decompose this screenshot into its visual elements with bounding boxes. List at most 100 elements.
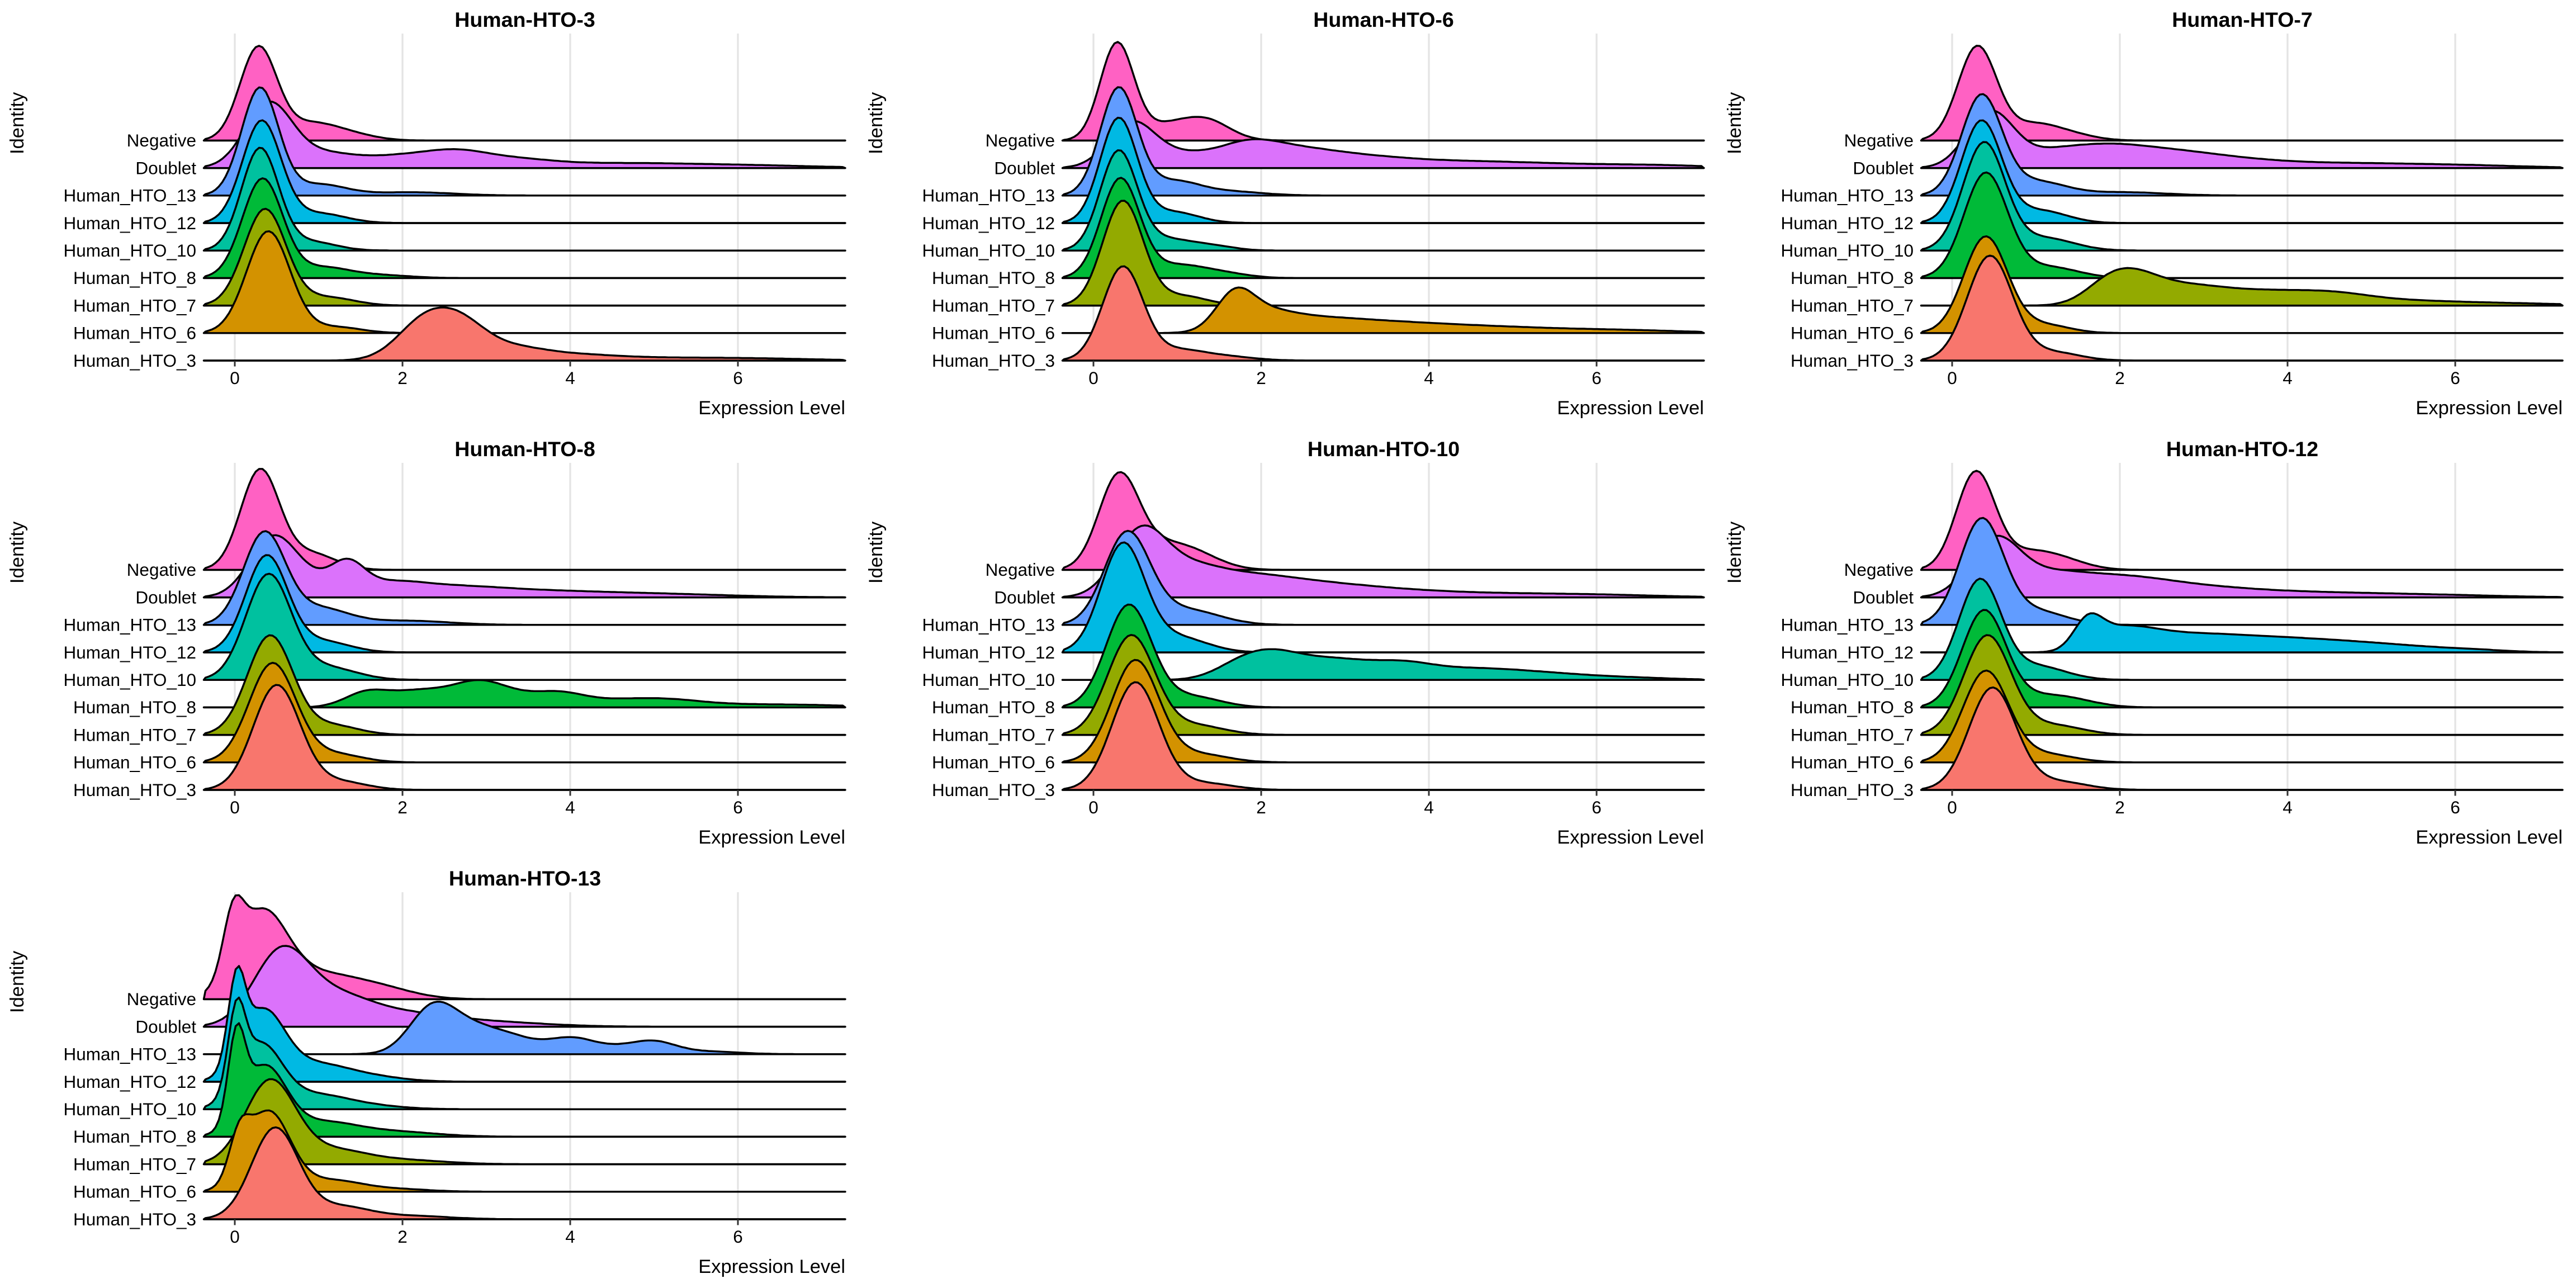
y-axis-title: Identity — [7, 92, 28, 154]
y-category-label: Human_HTO_6 — [1791, 323, 1914, 343]
y-category-label: Doublet — [135, 587, 196, 607]
ridge-curve-doublet — [1061, 120, 1705, 169]
panel-title: Human-HTO-10 — [1308, 437, 1460, 461]
x-tick-label: 2 — [2115, 797, 2125, 817]
y-category-label: Human_HTO_12 — [1781, 213, 1914, 233]
panel-title: Human-HTO-7 — [2172, 8, 2312, 31]
panel-human-hto-3: Negative Doublet Human_HTO_13 Human_HTO_12 H… — [0, 0, 859, 429]
x-tick-label: 4 — [2283, 368, 2293, 388]
y-category-label: Human_HTO_8 — [73, 1126, 196, 1147]
y-category-label: Human_HTO_8 — [73, 697, 196, 717]
panel-human-hto-12: Negative Doublet Human_HTO_13 Human_HTO_12 H… — [1717, 429, 2576, 859]
y-category-label: Human_HTO_6 — [73, 323, 196, 343]
x-tick-label: 2 — [397, 797, 408, 817]
x-tick-label: 6 — [2450, 797, 2460, 817]
y-category-label: Negative — [1844, 560, 1914, 580]
x-tick-label: 2 — [397, 368, 408, 388]
x-axis-title: Expression Level — [2416, 827, 2563, 848]
ridge-curve-negative — [202, 45, 846, 142]
x-axis-title: Expression Level — [698, 827, 845, 848]
ridge-curve-human_hto_3 — [1920, 686, 2564, 791]
y-category-label: Human_HTO_6 — [1791, 752, 1914, 773]
ridge-chart: Negative Doublet Human_HTO_13 Human_HTO_12 H… — [865, 8, 1705, 419]
y-category-label: Human_HTO_13 — [1781, 615, 1914, 635]
x-tick-label: 4 — [1424, 797, 1434, 817]
ridge-curve-doublet — [1920, 109, 2564, 169]
x-tick-label: 2 — [2115, 368, 2125, 388]
panel-human-hto-8: Negative Doublet Human_HTO_13 Human_HTO_12 H… — [0, 429, 859, 859]
panel-title: Human-HTO-13 — [449, 866, 601, 890]
y-category-label: Negative — [1844, 130, 1914, 150]
y-category-label: Doublet — [994, 158, 1055, 178]
y-category-label: Human_HTO_13 — [63, 1044, 196, 1064]
panel-title: Human-HTO-6 — [1313, 8, 1453, 31]
ridge-curve-human_hto_3 — [1920, 254, 2564, 362]
y-category-label: Human_HTO_7 — [1791, 295, 1914, 315]
x-tick-label: 6 — [733, 1227, 743, 1247]
panel-human-hto-6: Negative Doublet Human_HTO_13 Human_HTO_12 H… — [859, 0, 1717, 429]
y-category-label: Human_HTO_7 — [932, 724, 1055, 745]
x-tick-label: 4 — [1424, 368, 1434, 388]
y-category-label: Human_HTO_12 — [63, 213, 196, 233]
panel-human-hto-13: Negative Doublet Human_HTO_13 Human_HTO_12 H… — [0, 859, 859, 1288]
ridge-curve-negative — [1061, 41, 1705, 142]
ridge-chart: Negative Doublet Human_HTO_13 Human_HTO_12 H… — [7, 437, 846, 848]
y-category-label: Human_HTO_6 — [932, 752, 1055, 773]
ridge-chart: Negative Doublet Human_HTO_13 Human_HTO_12 H… — [7, 8, 846, 419]
ridge-curve-human_hto_3 — [202, 684, 846, 791]
x-tick-label: 4 — [565, 368, 575, 388]
y-category-label: Human_HTO_7 — [73, 295, 196, 315]
panel-title: Human-HTO-3 — [454, 8, 595, 31]
y-category-label: Human_HTO_8 — [932, 268, 1055, 288]
x-tick-label: 6 — [1592, 797, 1602, 817]
y-category-label: Doublet — [994, 587, 1055, 607]
y-category-label: Negative — [127, 989, 196, 1009]
y-category-label: Human_HTO_13 — [63, 615, 196, 635]
x-axis-title: Expression Level — [1557, 827, 1704, 848]
y-category-label: Human_HTO_6 — [73, 1182, 196, 1202]
panel-human-hto-10: Negative Doublet Human_HTO_13 Human_HTO_12 H… — [859, 429, 1717, 859]
y-category-label: Human_HTO_7 — [932, 295, 1055, 315]
x-tick-label: 2 — [1256, 368, 1266, 388]
ridge-chart: Negative Doublet Human_HTO_13 Human_HTO_12 H… — [7, 866, 846, 1277]
y-category-label: Human_HTO_10 — [922, 670, 1055, 690]
ridge-chart: Negative Doublet Human_HTO_13 Human_HTO_12 H… — [1724, 8, 2564, 419]
y-category-label: Human_HTO_12 — [922, 213, 1055, 233]
x-tick-label: 0 — [1088, 797, 1098, 817]
y-category-label: Human_HTO_10 — [1781, 670, 1914, 690]
y-category-label: Doublet — [135, 1016, 196, 1036]
y-axis-title: Identity — [7, 950, 28, 1013]
ridge-curve-doublet — [202, 100, 846, 169]
x-tick-label: 2 — [1256, 797, 1266, 817]
y-category-label: Human_HTO_3 — [73, 780, 196, 800]
y-category-label: Human_HTO_10 — [63, 1099, 196, 1119]
y-category-label: Human_HTO_10 — [922, 240, 1055, 261]
y-category-label: Doublet — [1853, 158, 1914, 178]
y-category-label: Human_HTO_6 — [73, 752, 196, 773]
y-category-label: Human_HTO_3 — [73, 351, 196, 371]
panel-title: Human-HTO-12 — [2166, 437, 2318, 461]
x-tick-label: 4 — [565, 1227, 575, 1247]
x-tick-label: 6 — [1592, 368, 1602, 388]
ridge-curve-doublet — [202, 534, 846, 599]
x-axis-title: Expression Level — [698, 397, 845, 419]
ridge-chart: Negative Doublet Human_HTO_13 Human_HTO_12 H… — [865, 437, 1705, 848]
y-axis-title: Identity — [1724, 92, 1745, 154]
x-tick-label: 0 — [1947, 368, 1957, 388]
x-tick-label: 0 — [1947, 797, 1957, 817]
y-category-label: Human_HTO_8 — [1791, 268, 1914, 288]
y-category-label: Human_HTO_3 — [1791, 351, 1914, 371]
y-category-label: Human_HTO_3 — [1791, 780, 1914, 800]
y-category-label: Negative — [986, 130, 1055, 150]
ridge-curve-doublet — [1920, 534, 2564, 599]
y-category-label: Human_HTO_12 — [922, 642, 1055, 662]
x-tick-label: 2 — [397, 1227, 408, 1247]
ridge-curve-human_hto_12 — [1920, 612, 2564, 654]
y-category-label: Human_HTO_8 — [73, 268, 196, 288]
y-category-label: Human_HTO_13 — [63, 186, 196, 206]
ridge-curve-human_hto_3 — [1061, 681, 1705, 791]
x-axis-title: Expression Level — [1557, 397, 1704, 419]
ridge-curve-human_hto_13 — [202, 1001, 846, 1055]
y-category-label: Human_HTO_3 — [932, 780, 1055, 800]
y-category-label: Human_HTO_8 — [1791, 697, 1914, 717]
